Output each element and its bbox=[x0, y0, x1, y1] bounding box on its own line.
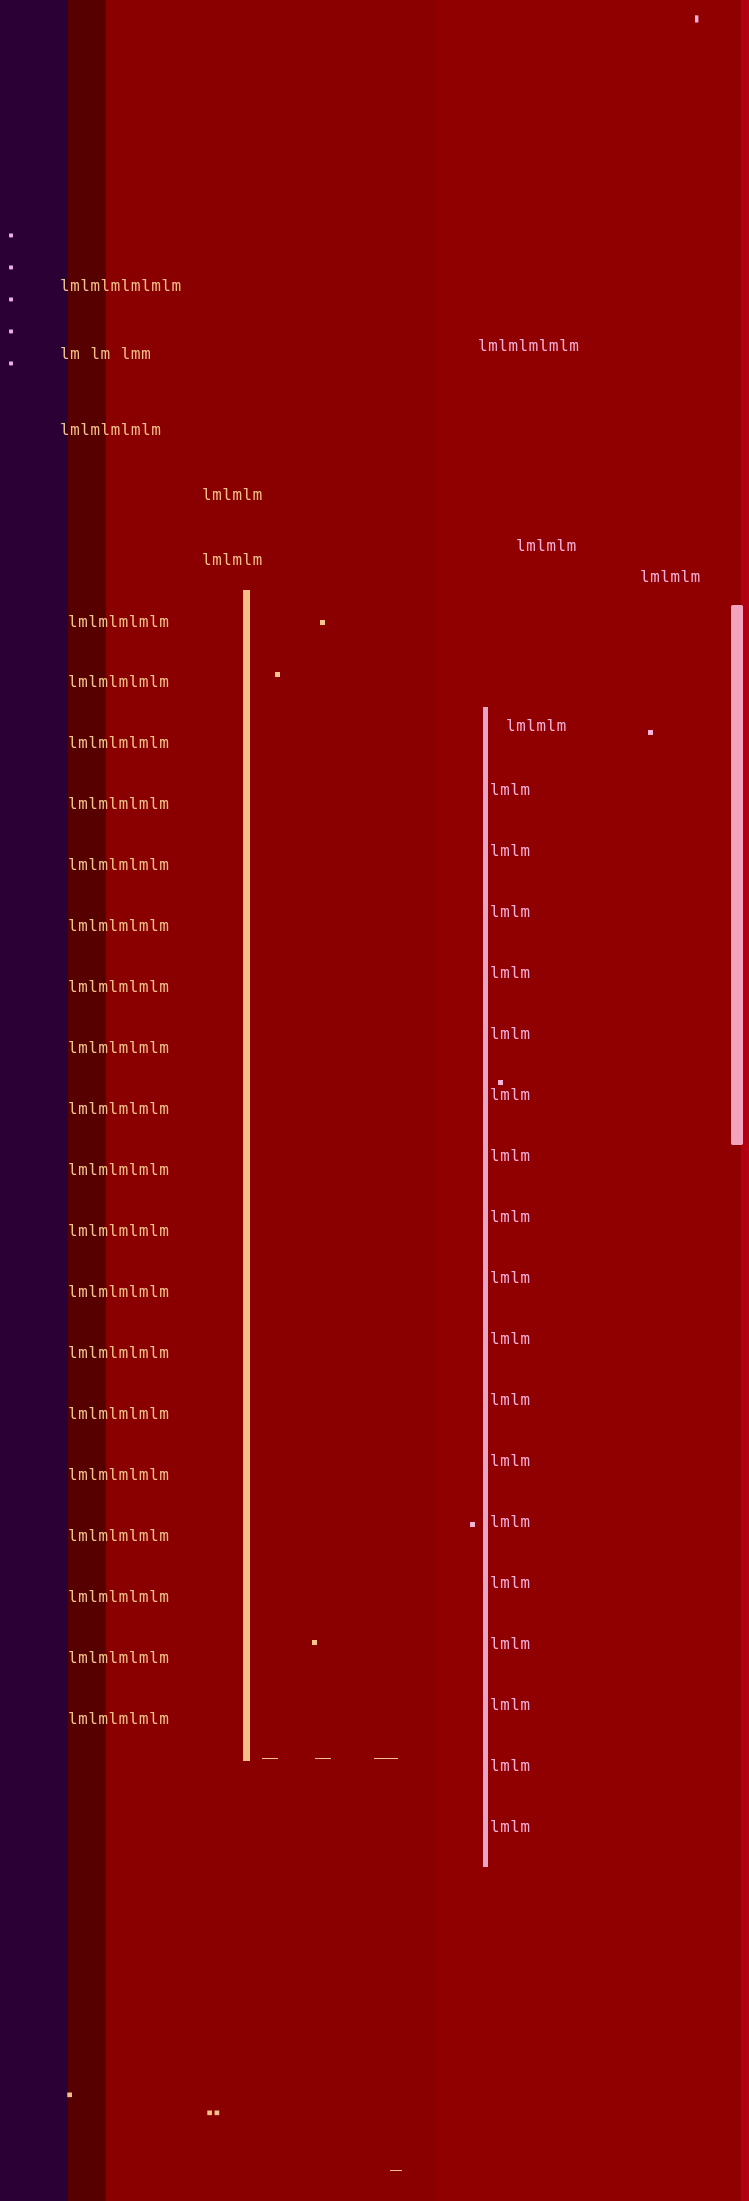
small-marker-icon: ▪ bbox=[66, 2087, 74, 2101]
sidebar-item[interactable]: lmlmlmlmlm bbox=[68, 977, 170, 996]
small-marker-icon: ▪▪ bbox=[206, 2105, 221, 2119]
sidebar-item[interactable]: lmlmlmlmlm bbox=[68, 1465, 170, 1484]
right-header-line-2: lmlmlm bbox=[516, 536, 577, 555]
sidebar-item[interactable]: lmlmlmlmlm bbox=[68, 672, 170, 691]
tree-item[interactable]: lmlm bbox=[490, 1634, 531, 1653]
line-gutter bbox=[68, 0, 106, 2201]
marker-dot-icon bbox=[312, 1640, 317, 1645]
tree-item[interactable]: lmlm bbox=[490, 1512, 531, 1531]
left-marker-icon: ▪ bbox=[8, 294, 15, 305]
left-marker-icon: ▪ bbox=[8, 326, 15, 337]
sidebar-item[interactable]: lmlmlmlmlm bbox=[68, 1709, 170, 1728]
sidebar-item[interactable]: lmlmlmlmlm bbox=[68, 733, 170, 752]
marker-dot-icon bbox=[320, 620, 325, 625]
tree-item[interactable]: lmlm bbox=[490, 1573, 531, 1592]
tree-guide bbox=[483, 707, 488, 1867]
tree-item[interactable]: lmlm bbox=[490, 1207, 531, 1226]
sidebar-item[interactable]: lmlmlmlmlm bbox=[68, 612, 170, 631]
sidebar-item[interactable]: lmlmlmlmlm bbox=[68, 1526, 170, 1545]
tree-item[interactable]: lmlm bbox=[490, 902, 531, 921]
sidebar-item[interactable]: lmlmlmlmlm bbox=[68, 1648, 170, 1667]
right-header-line-3: lmlmlm bbox=[640, 567, 701, 586]
tree-item[interactable]: lmlm bbox=[490, 1451, 531, 1470]
marker-dot-icon bbox=[275, 672, 280, 677]
left-marker-icon: ▪ bbox=[8, 358, 15, 369]
left-activity-strip bbox=[0, 0, 68, 2201]
tree-item[interactable]: lmlm bbox=[490, 1146, 531, 1165]
tree-item[interactable]: lmlm bbox=[490, 1817, 531, 1836]
editor-pane-right bbox=[436, 0, 741, 2201]
marker-dot-icon bbox=[648, 730, 653, 735]
sidebar-item[interactable]: lmlmlmlmlm bbox=[68, 1343, 170, 1362]
sidebar-item[interactable]: lmlmlmlmlm bbox=[68, 1099, 170, 1118]
tree-item[interactable]: lmlm bbox=[490, 1390, 531, 1409]
tick-mark bbox=[374, 1758, 398, 1759]
editor-pane-left bbox=[106, 0, 436, 2201]
header-title-line-2: lm lm lmm bbox=[60, 344, 152, 363]
sidebar-item[interactable]: lmlmlmlmlm bbox=[68, 1404, 170, 1423]
sidebar-item[interactable]: lmlmlmlmlm bbox=[68, 1038, 170, 1057]
tree-item[interactable]: lmlm bbox=[490, 1024, 531, 1043]
tree-item[interactable]: lmlm bbox=[490, 1756, 531, 1775]
tree-item[interactable]: lmlm bbox=[490, 780, 531, 799]
header-title-line-3: lmlmlmlmlm bbox=[60, 420, 162, 439]
sidebar-item[interactable]: lmlmlmlmlm bbox=[68, 1160, 170, 1179]
right-header-line-1: lmlmlmlmlm bbox=[478, 336, 580, 355]
right-edge bbox=[741, 0, 749, 2201]
tick-mark bbox=[315, 1758, 331, 1759]
marker-dot-icon bbox=[470, 1522, 475, 1527]
tree-item[interactable]: lmlm bbox=[490, 841, 531, 860]
tree-item[interactable]: lmlm bbox=[490, 1268, 531, 1287]
left-marker-icon: ▪ bbox=[8, 230, 15, 241]
sidebar-item[interactable]: lmlmlmlmlm bbox=[68, 916, 170, 935]
tree-item[interactable]: lmlm bbox=[490, 1329, 531, 1348]
header-title-line-1: lmlmlmlmlmlm bbox=[60, 276, 182, 295]
marker-dot-icon bbox=[498, 1080, 503, 1085]
sidebar-item[interactable]: lmlmlmlmlm bbox=[68, 794, 170, 813]
tick-mark bbox=[262, 1758, 278, 1759]
sidebar-item[interactable]: lmlmlmlmlm bbox=[68, 855, 170, 874]
tree-item[interactable]: lmlm bbox=[490, 1085, 531, 1104]
sidebar-item[interactable]: lmlmlmlmlm bbox=[68, 1282, 170, 1301]
tree-item[interactable]: lmlm bbox=[490, 1695, 531, 1714]
scrollbar-thumb[interactable] bbox=[731, 605, 743, 1145]
left-marker-icon: ▪ bbox=[8, 262, 15, 273]
tree-item[interactable]: lmlm bbox=[490, 963, 531, 982]
dropdown-icon[interactable]: ▮ bbox=[693, 11, 701, 25]
header-submenu-line-1: lmlmlm bbox=[202, 485, 263, 504]
right-field-label: lmlmlm bbox=[506, 716, 567, 735]
tick-mark bbox=[390, 2170, 402, 2171]
header-submenu-line-2: lmlmlm bbox=[202, 550, 263, 569]
indent-guide bbox=[243, 590, 250, 1761]
sidebar-item[interactable]: lmlmlmlmlm bbox=[68, 1587, 170, 1606]
sidebar-item[interactable]: lmlmlmlmlm bbox=[68, 1221, 170, 1240]
